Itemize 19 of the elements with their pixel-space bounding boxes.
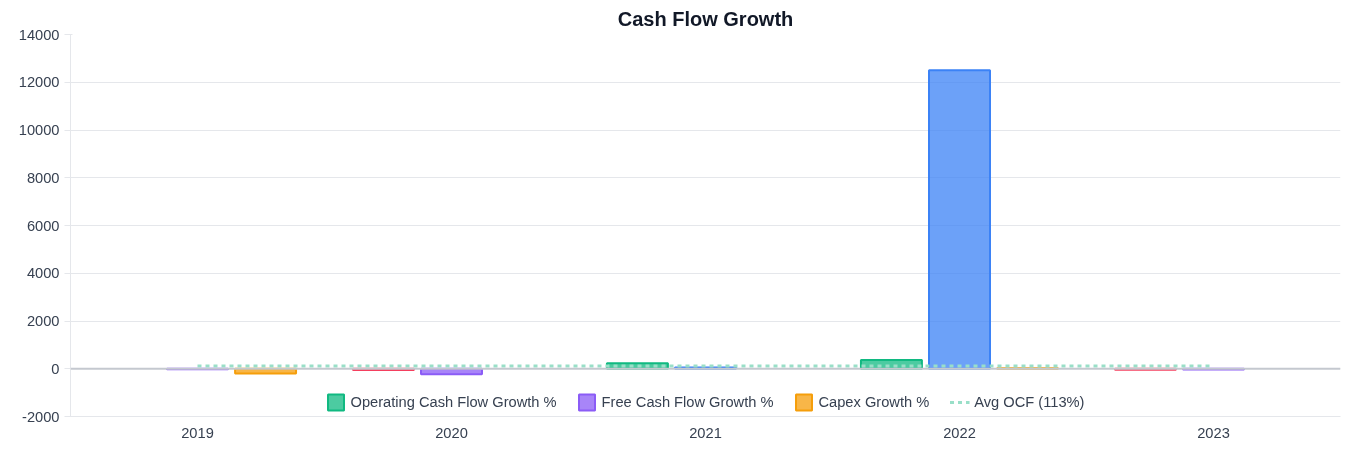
y-tick-label: -2000 <box>22 408 60 425</box>
x-tick-label: 2019 <box>181 424 214 441</box>
y-tick-label: 10000 <box>18 122 60 138</box>
x-tick-label: 2022 <box>943 424 976 441</box>
y-tick-label: 6000 <box>26 217 60 234</box>
y-tick-label: 0 <box>51 360 60 377</box>
x-tick-label: 2023 <box>1197 424 1230 441</box>
chart-title: Cash Flow Growth <box>617 7 794 30</box>
y-tick-label: 14000 <box>18 26 60 43</box>
x-tick-label: 2021 <box>689 424 722 441</box>
legend-label: Free Cash Flow Growth % <box>601 394 774 410</box>
y-tick-label: 8000 <box>26 169 60 186</box>
legend-label: Operating Cash Flow Growth % <box>350 394 557 410</box>
y-tick-label: 4000 <box>26 265 60 282</box>
legend-label: Avg OCF (113%) <box>974 394 1085 410</box>
y-tick-label: 2000 <box>26 313 60 329</box>
legend-label: Capex Growth % <box>818 394 930 410</box>
y-tick-label: 12000 <box>18 74 60 91</box>
x-tick-label: 2020 <box>435 424 468 441</box>
